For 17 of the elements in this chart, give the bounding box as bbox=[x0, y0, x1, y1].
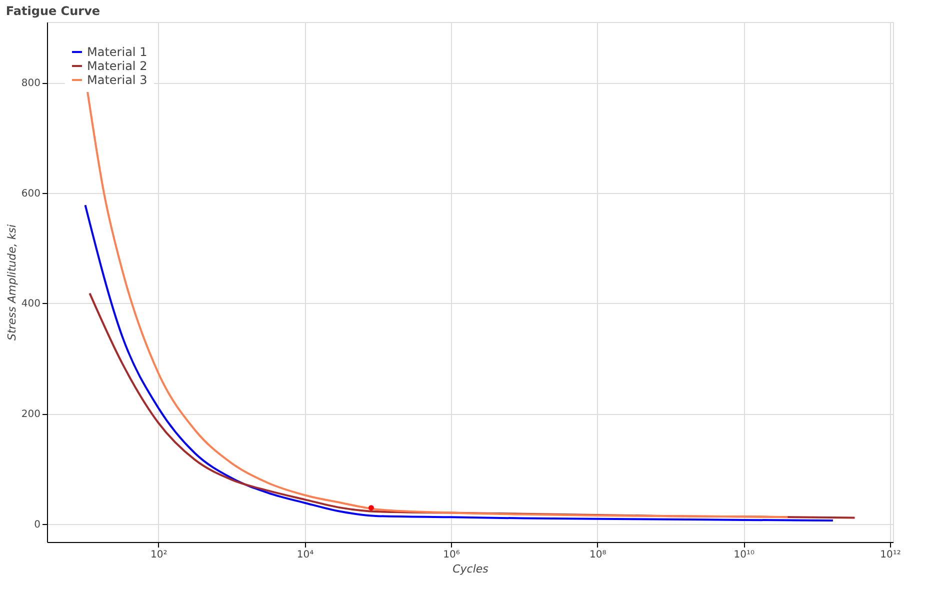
chart-title: Fatigue Curve bbox=[6, 4, 100, 18]
y-tick-label: 600 bbox=[21, 188, 40, 200]
x-tick-label: 10⁸ bbox=[589, 550, 606, 560]
y-axis-title: Stress Amplitude, ksi bbox=[5, 224, 18, 341]
x-tick-label: 10⁴ bbox=[296, 550, 314, 560]
x-tick-label: 10² bbox=[150, 550, 168, 560]
legend-label: Material 2 bbox=[87, 59, 148, 73]
x-axis-title: Cycles bbox=[452, 562, 489, 576]
x-tick-label: 10¹² bbox=[880, 550, 901, 560]
x-tick-label: 10¹⁰ bbox=[734, 550, 755, 560]
y-tick-label: 400 bbox=[21, 298, 40, 310]
x-tick-label: 10⁶ bbox=[443, 550, 460, 560]
legend-label: Material 1 bbox=[87, 45, 148, 59]
legend-label: Material 3 bbox=[87, 73, 148, 87]
y-tick-label: 800 bbox=[21, 78, 40, 90]
y-tick-label: 200 bbox=[21, 409, 40, 420]
y-tick-label: 0 bbox=[34, 519, 40, 530]
